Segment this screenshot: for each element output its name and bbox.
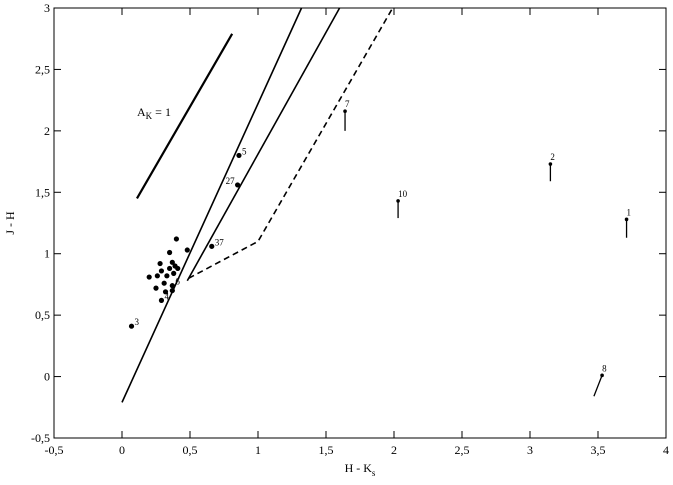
x-tick-label: 0,5 (183, 443, 198, 457)
point-label: 37 (215, 237, 225, 247)
point (173, 236, 179, 242)
point (158, 268, 165, 274)
y-tick-label: 1 (44, 247, 50, 261)
point (164, 273, 170, 279)
point (209, 243, 215, 249)
x-tick-label: -0,5 (45, 443, 64, 457)
y-tick-label: 0,5 (35, 308, 50, 322)
point (158, 297, 165, 303)
y-tick-label: 2,5 (35, 62, 50, 76)
point (169, 259, 175, 265)
limit-label: 7 (345, 99, 350, 109)
point (169, 287, 175, 294)
point (146, 274, 152, 280)
point (175, 265, 181, 272)
annotation: AK = 1 (137, 105, 171, 121)
x-axis-label-sub: s (372, 468, 376, 478)
y-axis-label: J - H (3, 211, 17, 235)
point-label: 3 (135, 317, 140, 327)
y-tick-label: 2 (44, 124, 50, 138)
point (153, 285, 159, 291)
point-label: 6 (175, 277, 180, 287)
point (162, 289, 169, 295)
x-tick-label: 2,5 (455, 443, 470, 457)
y-tick-label: 1,5 (35, 185, 50, 199)
point (167, 249, 173, 256)
point (154, 273, 160, 279)
annotation-sub: K (146, 111, 153, 121)
point (235, 182, 241, 188)
point (171, 270, 177, 276)
point-label: 5 (242, 146, 247, 156)
point (184, 247, 190, 253)
x-tick-label: 4 (663, 443, 669, 457)
limit-label: 1 (627, 207, 632, 217)
point (161, 280, 167, 286)
point-label: 4 (164, 291, 169, 301)
reference-line (186, 7, 341, 282)
annotation-main: A (137, 105, 146, 119)
point (167, 265, 173, 272)
limit-label: 10 (398, 189, 408, 199)
x-axis-label-main: H - K (345, 461, 373, 475)
x-tick-label: 1 (255, 443, 261, 457)
reference-line (121, 7, 303, 403)
point (169, 283, 175, 289)
limit-label: 8 (602, 363, 607, 373)
point (128, 323, 135, 329)
y-tick-label: -0,5 (31, 431, 50, 445)
annotation-suffix: = 1 (152, 105, 171, 119)
plot-frame (53, 7, 667, 439)
reference-line (136, 33, 234, 199)
x-tick-label: 1,5 (319, 443, 334, 457)
x-axis-label: H - Ks (345, 461, 376, 478)
point-label: 27 (226, 176, 236, 186)
limit-line (593, 375, 603, 397)
x-tick-label: 3 (527, 443, 533, 457)
x-tick-label: 2 (391, 443, 397, 457)
x-tick-label: 0 (119, 443, 125, 457)
y-tick-label: 0 (44, 370, 50, 384)
point (157, 260, 163, 267)
y-tick-label: 3 (44, 1, 50, 15)
limit-label: 2 (550, 152, 555, 162)
x-tick-label: 3,5 (591, 443, 606, 457)
point (236, 152, 242, 159)
